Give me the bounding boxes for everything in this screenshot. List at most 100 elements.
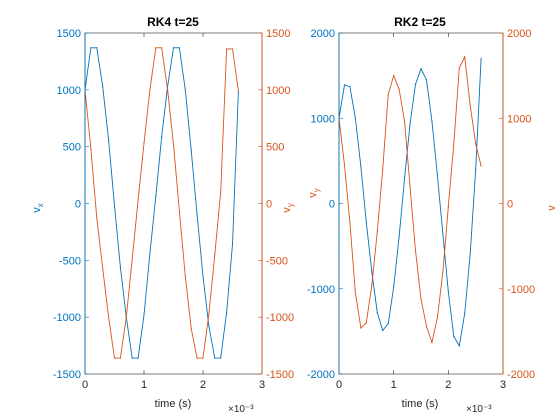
- data-point: [125, 316, 127, 318]
- data-point: [376, 231, 378, 233]
- data-point: [226, 48, 228, 50]
- data-point: [113, 205, 116, 207]
- data-point: [387, 323, 389, 325]
- data-point: [220, 191, 222, 193]
- y-right-tick-label: -1000: [507, 284, 535, 296]
- data-point: [196, 214, 198, 216]
- data-point: [220, 357, 222, 359]
- data-point: [155, 196, 157, 198]
- data-point: [458, 345, 460, 347]
- x-tick-label: 2: [445, 379, 451, 391]
- y-left-tick-label: 500: [63, 142, 81, 154]
- data-point: [431, 341, 433, 344]
- data-point: [458, 67, 460, 69]
- data-point: [131, 357, 133, 359]
- plot-area: [85, 33, 262, 374]
- data-point: [371, 284, 373, 286]
- ticks: 0 1 2 3-1500-1000-500050010001500-1500-1000…: [53, 28, 294, 391]
- data-point: [436, 174, 438, 176]
- data-point: [387, 93, 389, 95]
- data-point: [184, 275, 186, 277]
- y-left-tick-label: -1000: [53, 312, 81, 324]
- data-point: [365, 322, 367, 324]
- data-point: [237, 90, 239, 92]
- data-point: [149, 89, 151, 91]
- y-axis-right-label: vy: [281, 203, 295, 213]
- data-point: [447, 206, 449, 208]
- y-left-tick-label: 0: [75, 199, 81, 211]
- data-point: [414, 249, 417, 251]
- data-point: [360, 166, 362, 168]
- y-left-tick-label: 1000: [311, 113, 335, 125]
- series-layer: [339, 55, 482, 348]
- data-point: [442, 271, 444, 273]
- data-point: [231, 243, 234, 246]
- data-point: [137, 357, 139, 359]
- chart-rk2: 0 1 2 3-2000-1000010002000-2000-10000100020…: [307, 15, 558, 415]
- y-right-tick-label: -500: [266, 255, 288, 267]
- data-point: [131, 258, 133, 260]
- chart-title: RK2 t=25: [394, 15, 446, 29]
- data-point: [382, 329, 384, 332]
- y-right-tick-label: 1500: [266, 28, 290, 40]
- y-right-tick-label: -2000: [507, 369, 535, 381]
- data-point: [425, 79, 428, 81]
- x-axis-label: time (s): [402, 398, 439, 410]
- chart-title: RK4 t=25: [147, 15, 199, 29]
- x-tick-label: 3: [500, 379, 506, 391]
- data-point: [202, 275, 204, 277]
- data-point: [376, 312, 378, 314]
- y-left-tick-label: 1500: [57, 28, 81, 40]
- y-right-tick-label: -1000: [266, 312, 294, 324]
- y-right-tick-label: -1500: [266, 369, 294, 381]
- data-point: [453, 143, 455, 145]
- data-point: [202, 357, 204, 359]
- ticks: 0 1 2 3-2000-1000010002000-2000-10000100020…: [307, 28, 535, 391]
- data-point: [190, 149, 192, 151]
- data-point: [354, 292, 356, 294]
- data-point: [398, 236, 400, 238]
- data-point: [354, 117, 356, 119]
- data-point: [480, 165, 482, 167]
- data-point: [453, 335, 455, 338]
- data-point: [226, 312, 228, 314]
- data-point: [393, 75, 395, 77]
- y-left-tick-label: -500: [59, 255, 81, 267]
- data-point: [420, 298, 422, 300]
- y-right-tick-label: 1000: [266, 85, 290, 97]
- y-right-tick-label: 1000: [507, 113, 531, 125]
- data-point: [343, 84, 346, 86]
- x-axis-label: time (s): [155, 398, 192, 410]
- data-point: [464, 312, 466, 315]
- series-layer: [85, 47, 239, 359]
- data-point: [184, 89, 186, 91]
- data-point: [102, 85, 104, 88]
- x-axis-exponent: ×10⁻³: [466, 404, 492, 415]
- data-point: [196, 357, 198, 359]
- data-point: [190, 327, 192, 330]
- data-point: [480, 57, 482, 60]
- data-point: [431, 120, 433, 122]
- data-point: [349, 86, 351, 88]
- data-point: [343, 164, 346, 166]
- data-point: [475, 168, 477, 170]
- data-point: [208, 313, 210, 315]
- chart-rk4: 0 1 2 3-1500-1000-500050010001500-1500-1000…: [31, 15, 295, 415]
- y-left-tick-label: 1000: [57, 85, 81, 97]
- data-point: [414, 83, 417, 85]
- data-point: [108, 316, 110, 318]
- data-point: [208, 325, 210, 327]
- data-point: [108, 139, 110, 141]
- y-axis-left-label: vy: [307, 188, 321, 198]
- data-point: [231, 48, 234, 50]
- data-point: [398, 88, 400, 90]
- y-left-tick-label: -1500: [53, 369, 81, 381]
- data-point: [447, 290, 449, 292]
- data-point: [404, 177, 406, 179]
- data-point: [143, 142, 145, 144]
- data-point: [119, 266, 121, 268]
- data-point: [178, 47, 180, 49]
- data-point: [178, 210, 180, 213]
- y-right-tick-label: 0: [507, 199, 513, 211]
- data-point: [137, 199, 139, 201]
